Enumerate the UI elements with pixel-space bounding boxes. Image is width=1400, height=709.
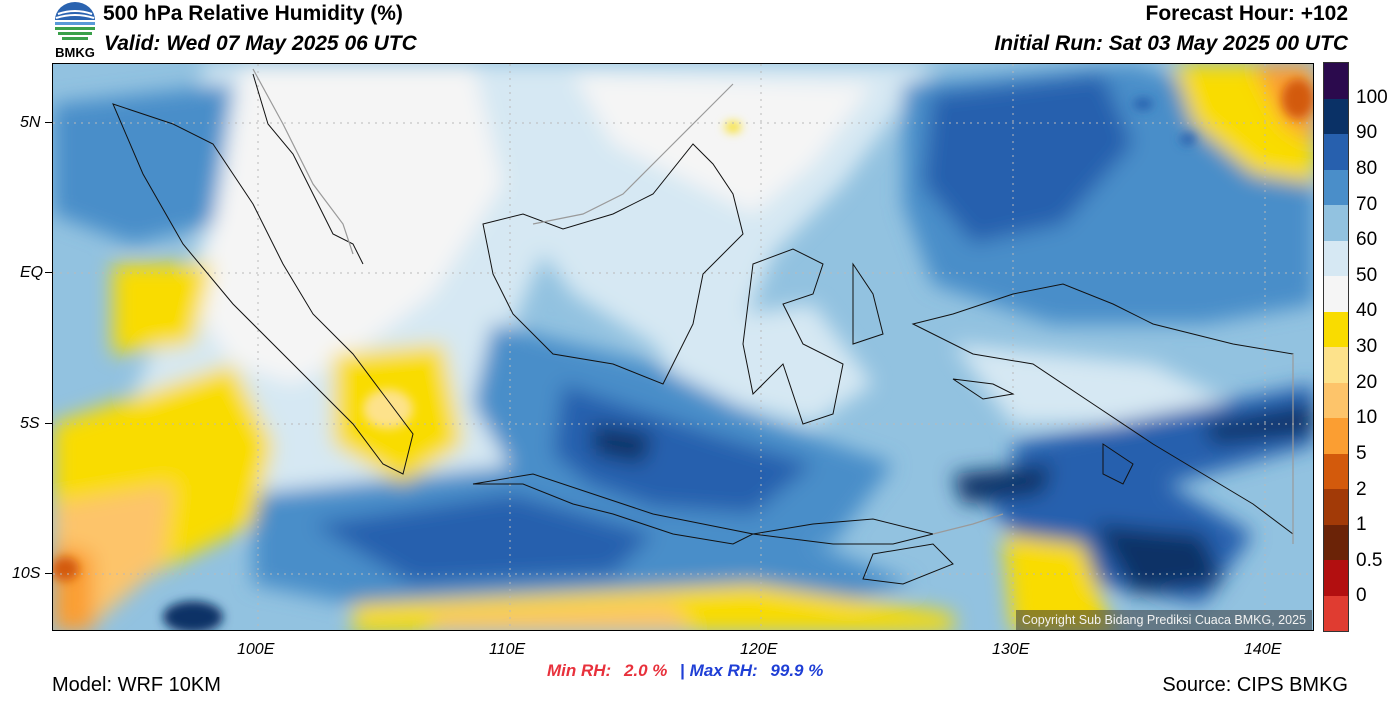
graticule xyxy=(53,64,1313,630)
min-rh-value: 2.0 % xyxy=(623,661,668,680)
model-label: Model: WRF 10KM xyxy=(52,674,221,696)
colorbar-label: 70 xyxy=(1356,193,1378,215)
colorbar-swatch xyxy=(1324,311,1348,347)
max-rh-value: 99.9 % xyxy=(770,661,824,680)
lat-label-10s: 10S xyxy=(12,565,41,582)
bmkg-logo-emblem xyxy=(55,2,95,40)
lon-label-110e: 110E xyxy=(489,641,526,658)
min-rh-label: Min RH: xyxy=(547,661,612,680)
lat-label-eq: EQ xyxy=(20,264,44,281)
colorbar-swatch xyxy=(1324,560,1348,596)
lon-label-120e: 120E xyxy=(740,641,778,658)
coastlines xyxy=(112,73,1294,585)
colorbar-swatch xyxy=(1324,453,1348,489)
bmkg-logo: BMKG xyxy=(52,2,98,60)
humidity-field xyxy=(53,64,1313,630)
colorbar-label: 5 xyxy=(1356,442,1367,464)
bmkg-logo-text: BMKG xyxy=(55,45,95,60)
initial-run: Initial Run: Sat 03 May 2025 00 UTC xyxy=(994,32,1348,55)
colorbar-label: 2 xyxy=(1356,478,1367,500)
valid-time: Valid: Wed 07 May 2025 06 UTC xyxy=(104,32,417,55)
colorbar-label: 1 xyxy=(1356,514,1367,536)
colorbar-swatch xyxy=(1324,205,1348,241)
colorbar-swatch xyxy=(1324,524,1348,560)
forecast-hour: Forecast Hour: +102 xyxy=(1145,2,1349,25)
lon-label-140e: 140E xyxy=(1244,641,1282,658)
colorbar-label: 10 xyxy=(1356,407,1378,429)
colorbar-labels: 100 90 80 70 60 50 40 30 20 10 5 2 1 0.5 0 xyxy=(1356,62,1400,632)
stats-separator: | xyxy=(680,661,685,680)
lat-ticks xyxy=(45,0,52,709)
colorbar-swatch xyxy=(1324,489,1348,525)
copyright-notice: Copyright Sub Bidang Prediksi Cuaca BMKG… xyxy=(1015,610,1312,630)
colorbar xyxy=(1323,62,1349,632)
borders xyxy=(252,68,1294,544)
colorbar-swatch xyxy=(1324,276,1348,312)
colorbar-label: 100 xyxy=(1356,86,1388,108)
lon-label-100e: 100E xyxy=(237,641,275,658)
colorbar-label: 0.5 xyxy=(1356,549,1383,571)
colorbar-label: 80 xyxy=(1356,157,1378,179)
colorbar-swatch xyxy=(1324,418,1348,454)
lat-label-5s: 5S xyxy=(20,415,40,432)
colorbar-swatch xyxy=(1324,63,1348,99)
colorbar-swatch xyxy=(1324,240,1348,276)
chart-title: 500 hPa Relative Humidity (%) xyxy=(103,2,403,25)
max-rh-label: Max RH: xyxy=(689,661,758,680)
colorbar-label: 30 xyxy=(1356,336,1378,357)
colorbar-swatch xyxy=(1324,134,1348,170)
colorbar-swatches xyxy=(1324,63,1348,631)
source-label: Source: CIPS BMKG xyxy=(1162,674,1348,696)
colorbar-label: 50 xyxy=(1356,264,1378,286)
colorbar-label: 90 xyxy=(1356,122,1378,144)
colorbar-swatch xyxy=(1324,98,1348,134)
colorbar-label: 60 xyxy=(1356,229,1378,251)
lon-label-130e: 130E xyxy=(992,641,1030,658)
colorbar-swatch xyxy=(1324,382,1348,418)
colorbar-swatch xyxy=(1324,169,1348,205)
colorbar-label: 20 xyxy=(1356,371,1378,393)
colorbar-label: 40 xyxy=(1356,300,1378,322)
colorbar-swatch xyxy=(1324,595,1348,631)
colorbar-swatch xyxy=(1324,347,1348,383)
colorbar-label: 0 xyxy=(1356,585,1367,607)
lat-label-5n: 5N xyxy=(20,114,41,131)
rh-stats: Min RH: 2.0 % | Max RH: 99.9 % xyxy=(547,661,823,681)
map-panel[interactable] xyxy=(52,63,1314,631)
